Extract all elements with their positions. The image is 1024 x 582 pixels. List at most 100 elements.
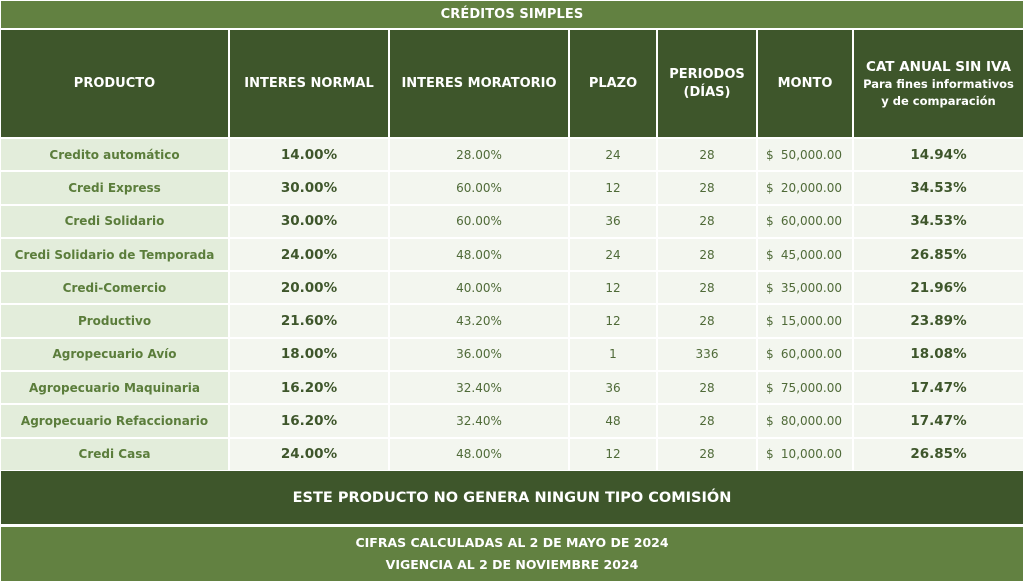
header-periodos: PERIODOS (DÍAS) (658, 30, 756, 137)
plazo: 12 (570, 272, 656, 304)
periodos: 28 (658, 238, 756, 271)
monto: $35,000.00 (758, 272, 852, 304)
monto: $60,000.00 (758, 338, 852, 371)
interes-normal: 30.00% (230, 172, 388, 204)
amount: 15,000.00 (780, 314, 842, 329)
commission-banner: ESTE PRODUCTO NO GENERA NINGUN TIPO COMI… (1, 471, 1023, 524)
product-name: Credi Solidario (1, 205, 228, 237)
cat-anual: 14.94% (854, 139, 1023, 171)
monto: $50,000.00 (758, 139, 852, 171)
header-sublabel: y de comparación (881, 93, 996, 108)
interes-normal: 18.00% (230, 338, 388, 371)
periodos: 28 (658, 205, 756, 237)
monto: $45,000.00 (758, 238, 852, 271)
amount: 45,000.00 (780, 247, 842, 262)
header-label: INTERES MORATORIO (401, 75, 557, 91)
amount: 50,000.00 (780, 147, 842, 162)
product-name: Credi Solidario de Temporada (1, 238, 228, 271)
amount: 80,000.00 (780, 414, 842, 429)
header-plazo: PLAZO (570, 30, 656, 137)
plazo: 24 (570, 139, 656, 171)
interes-moratorio: 28.00% (390, 139, 568, 171)
periodos: 28 (658, 405, 756, 437)
product-name: Agropecuario Refaccionario (1, 405, 228, 437)
interes-normal: 14.00% (230, 139, 388, 171)
header-label: PRODUCTO (73, 75, 156, 91)
amount: 20,000.00 (780, 180, 842, 195)
currency-symbol: $ (766, 280, 774, 295)
interes-moratorio: 32.40% (390, 372, 568, 404)
amount: 60,000.00 (780, 347, 842, 362)
header-interes-normal: INTERES NORMAL (230, 30, 388, 137)
interes-moratorio: 40.00% (390, 272, 568, 304)
header-sublabel: Para fines informativos (863, 76, 1014, 91)
interes-normal: 24.00% (230, 438, 388, 470)
plazo: 12 (570, 172, 656, 204)
interes-normal: 16.20% (230, 405, 388, 437)
product-name: Credi Express (1, 172, 228, 204)
periodos: 28 (658, 438, 756, 470)
plazo: 1 (570, 338, 656, 371)
product-name: Credi-Comercio (1, 272, 228, 304)
cat-anual: 23.89% (854, 305, 1023, 337)
interes-normal: 30.00% (230, 205, 388, 237)
product-name: Credito automático (1, 139, 228, 171)
monto: $10,000.00 (758, 438, 852, 470)
credit-table: PRODUCTO INTERES NORMAL INTERES MORATORI… (1, 30, 1023, 470)
currency-symbol: $ (766, 414, 774, 429)
interes-normal: 24.00% (230, 238, 388, 271)
periodos: 28 (658, 305, 756, 337)
monto: $60,000.00 (758, 205, 852, 237)
header-label: INTERES NORMAL (244, 75, 374, 91)
amount: 35,000.00 (780, 280, 842, 295)
periodos: 336 (658, 338, 756, 371)
currency-symbol: $ (766, 180, 774, 195)
amount: 75,000.00 (780, 380, 842, 395)
header-interes-moratorio: INTERES MORATORIO (390, 30, 568, 137)
monto: $15,000.00 (758, 305, 852, 337)
interes-moratorio: 48.00% (390, 238, 568, 271)
monto: $75,000.00 (758, 372, 852, 404)
plazo: 24 (570, 238, 656, 271)
validity-date: VIGENCIA AL 2 DE NOVIEMBRE 2024 (385, 557, 639, 572)
product-name: Credi Casa (1, 438, 228, 470)
plazo: 36 (570, 205, 656, 237)
header-cat: CAT ANUAL SIN IVA Para fines informativo… (854, 30, 1023, 137)
currency-symbol: $ (766, 447, 774, 462)
currency-symbol: $ (766, 214, 774, 229)
header-label: MONTO (777, 75, 833, 91)
monto: $80,000.00 (758, 405, 852, 437)
header-label: CAT ANUAL SIN IVA (865, 58, 1011, 75)
currency-symbol: $ (766, 380, 774, 395)
header-label: PLAZO (588, 75, 638, 91)
table-title: CRÉDITOS SIMPLES (1, 1, 1023, 28)
product-name: Agropecuario Avío (1, 338, 228, 371)
periodos: 28 (658, 172, 756, 204)
header-label: PERIODOS (669, 66, 745, 82)
cat-anual: 17.47% (854, 372, 1023, 404)
amount: 10,000.00 (780, 447, 842, 462)
interes-moratorio: 48.00% (390, 438, 568, 470)
header-label: (DÍAS) (683, 84, 731, 100)
currency-symbol: $ (766, 314, 774, 329)
interes-moratorio: 32.40% (390, 405, 568, 437)
periodos: 28 (658, 372, 756, 404)
plazo: 12 (570, 438, 656, 470)
interes-moratorio: 60.00% (390, 172, 568, 204)
product-name: Productivo (1, 305, 228, 337)
calculated-date: CIFRAS CALCULADAS AL 2 DE MAYO DE 2024 (355, 535, 669, 551)
cat-anual: 26.85% (854, 238, 1023, 271)
header-producto: PRODUCTO (1, 30, 228, 137)
interes-moratorio: 36.00% (390, 338, 568, 371)
plazo: 48 (570, 405, 656, 437)
currency-symbol: $ (766, 347, 774, 362)
plazo: 12 (570, 305, 656, 337)
amount: 60,000.00 (780, 214, 842, 229)
interes-normal: 21.60% (230, 305, 388, 337)
interes-moratorio: 43.20% (390, 305, 568, 337)
plazo: 36 (570, 372, 656, 404)
product-name: Agropecuario Maquinaria (1, 372, 228, 404)
periodos: 28 (658, 139, 756, 171)
monto: $20,000.00 (758, 172, 852, 204)
interes-normal: 16.20% (230, 372, 388, 404)
